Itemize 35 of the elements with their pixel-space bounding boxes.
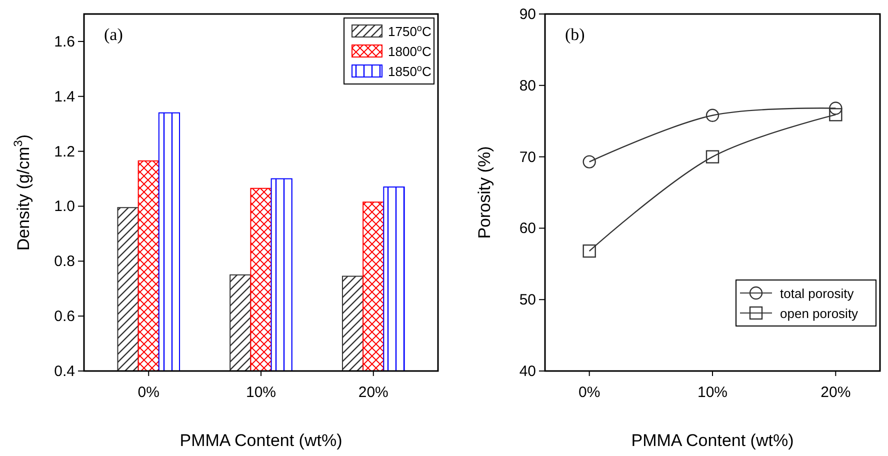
x-tick-label: 10% — [697, 384, 728, 401]
x-axis-title: PMMA Content (wt%) — [631, 431, 794, 450]
y-tick-label: 0.8 — [54, 253, 75, 270]
legend-label: 1800$^{o}$C — [388, 43, 432, 59]
y-tick-label: 80 — [519, 77, 536, 94]
x-tick-label: 0% — [138, 384, 160, 401]
y-tick-label: 90 — [519, 6, 536, 23]
y-tick-label: 40 — [519, 363, 536, 380]
legend-label: total porosity — [780, 286, 854, 301]
point — [706, 150, 720, 164]
legend-label: 1850$^{o}$C — [388, 63, 432, 79]
point — [829, 108, 842, 122]
y-tick-label: 1.6 — [54, 33, 75, 50]
legend-label: open porosity — [780, 306, 859, 321]
x-axis-title: PMMA Content (wt%) — [180, 431, 342, 450]
y-tick-label: 1.0 — [54, 198, 75, 216]
y-tick-label: 50 — [519, 292, 536, 309]
y-tick-label: 1.4 — [54, 88, 75, 106]
point — [582, 244, 596, 258]
y-tick-label: 0.6 — [54, 308, 75, 326]
y-tick-label: 60 — [519, 220, 536, 238]
x-tick-label: 0% — [578, 384, 600, 401]
annotation: (a) — [104, 25, 123, 44]
x-tick-label: 20% — [820, 384, 851, 401]
y-tick-label: 1.2 — [54, 143, 75, 160]
point — [829, 102, 842, 115]
point — [582, 155, 596, 168]
y-tick-label: 70 — [519, 148, 536, 166]
legend-label: 1750$^{o}$C — [388, 23, 432, 39]
x-tick-label: 10% — [246, 384, 276, 401]
y-tick-label: 0.4 — [54, 363, 75, 380]
annotation: (b) — [565, 25, 585, 44]
x-tick-label: 20% — [358, 384, 388, 401]
y-axis-title: Porosity (%) — [475, 146, 494, 239]
point — [706, 108, 720, 122]
